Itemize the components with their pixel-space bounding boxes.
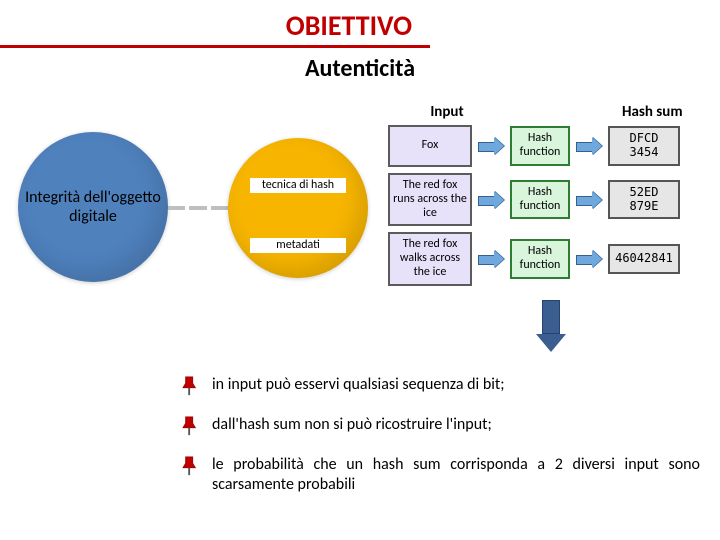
connector bbox=[168, 200, 228, 216]
bullet-item: le probabilità che un hash sum corrispon… bbox=[180, 455, 700, 495]
hash-diagram: Input Hash sum Fox Hash function DFCD 34… bbox=[388, 103, 708, 292]
pin-icon bbox=[180, 375, 202, 397]
hash-input-box: The red fox walks across the ice bbox=[388, 232, 472, 285]
bullet-list: in input può esservi qualsiasi sequenza … bbox=[180, 375, 700, 495]
arrow-right-icon bbox=[478, 191, 504, 209]
connector-seg bbox=[189, 206, 206, 210]
bullet-text: in input può esservi qualsiasi sequenza … bbox=[212, 375, 505, 395]
down-arrow-icon bbox=[536, 300, 566, 352]
arrow-right-icon bbox=[576, 137, 602, 155]
pin-icon bbox=[180, 415, 202, 437]
hash-sum-box: DFCD 3454 bbox=[608, 126, 680, 166]
arrow-right-icon bbox=[478, 250, 504, 268]
hash-row: Fox Hash function DFCD 3454 bbox=[388, 125, 708, 167]
header-input: Input bbox=[388, 103, 506, 121]
hash-function-box: Hash function bbox=[510, 239, 570, 279]
subtitle: Autenticità bbox=[0, 54, 720, 83]
hash-row: The red fox runs across the ice Hash fun… bbox=[388, 173, 708, 226]
hash-input-box: The red fox runs across the ice bbox=[388, 173, 472, 226]
bullet-item: in input può esservi qualsiasi sequenza … bbox=[180, 375, 700, 397]
hash-sum-box: 46042841 bbox=[608, 244, 680, 274]
hash-sum-box: 52ED 879E bbox=[608, 180, 680, 220]
integrity-circle: Integrità dell'oggetto digitale bbox=[18, 132, 168, 282]
arrow-right-icon bbox=[576, 191, 602, 209]
arrow-right-icon bbox=[478, 137, 504, 155]
pin-icon bbox=[180, 455, 202, 477]
hash-circle: tecnica di hash metadati bbox=[228, 138, 368, 278]
bullet-item: dall'hash sum non si può ricostruire l'i… bbox=[180, 415, 700, 437]
connector-seg bbox=[168, 206, 185, 210]
arrow-right-icon bbox=[576, 250, 602, 268]
bullet-text: dall'hash sum non si può ricostruire l'i… bbox=[212, 415, 492, 435]
hash-headers: Input Hash sum bbox=[388, 103, 708, 121]
hash-row: The red fox walks across the ice Hash fu… bbox=[388, 232, 708, 285]
title-text: OBIETTIVO bbox=[286, 8, 412, 43]
hash-function-box: Hash function bbox=[510, 180, 570, 220]
header-sum: Hash sum bbox=[616, 103, 708, 121]
title-bar: OBIETTIVO bbox=[0, 8, 430, 48]
connector-seg bbox=[211, 206, 228, 210]
hash-circle-bottom-label: metadati bbox=[250, 238, 346, 253]
hash-input-box: Fox bbox=[388, 125, 472, 167]
hash-circle-top-label: tecnica di hash bbox=[250, 178, 346, 193]
integrity-circle-label: Integrità dell'oggetto digitale bbox=[18, 188, 168, 226]
hash-function-box: Hash function bbox=[510, 126, 570, 166]
bullet-text: le probabilità che un hash sum corrispon… bbox=[212, 455, 700, 495]
